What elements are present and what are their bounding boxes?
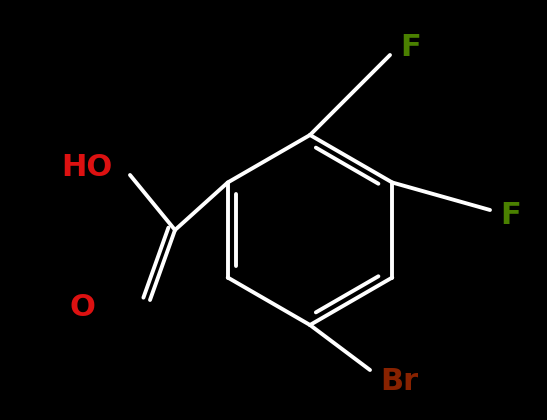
Text: HO: HO (62, 153, 113, 183)
Text: Br: Br (380, 368, 418, 396)
Text: O: O (69, 294, 95, 323)
Text: F: F (500, 200, 521, 229)
Text: F: F (400, 34, 421, 63)
